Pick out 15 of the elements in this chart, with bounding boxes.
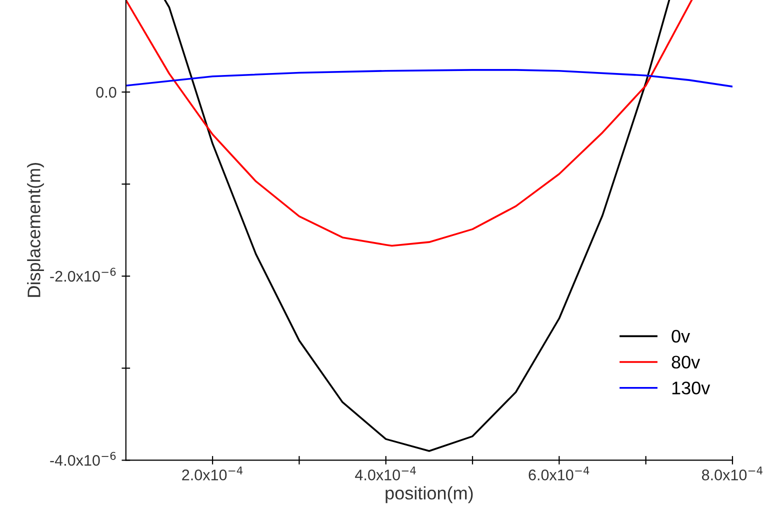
legend-label: 0v — [672, 330, 690, 343]
y-tick-label: 0.0 — [96, 86, 116, 98]
y-axis-title: Displacement(m) — [27, 163, 44, 297]
x-axis-title: position(m) — [386, 486, 473, 504]
x-tick-label: 8.0x10$^{−4}$ — [702, 466, 762, 480]
line-series — [126, 69, 732, 88]
x-tick-label: 4.0x10$^{−4}$ — [355, 466, 416, 480]
legend-label: 130v — [672, 382, 710, 394]
line-series — [126, 0, 693, 247]
legend-label: 80v — [672, 356, 700, 369]
y-tick-label: -2.0x10$^{−6}$ — [50, 268, 116, 282]
x-tick-label: 2.0x10$^{−4}$ — [182, 466, 243, 480]
y-tick-label: -4.0x10$^{−6}$ — [50, 452, 116, 466]
x-tick-label: 6.0x10$^{−4}$ — [528, 466, 590, 480]
line-series — [164, 0, 670, 452]
